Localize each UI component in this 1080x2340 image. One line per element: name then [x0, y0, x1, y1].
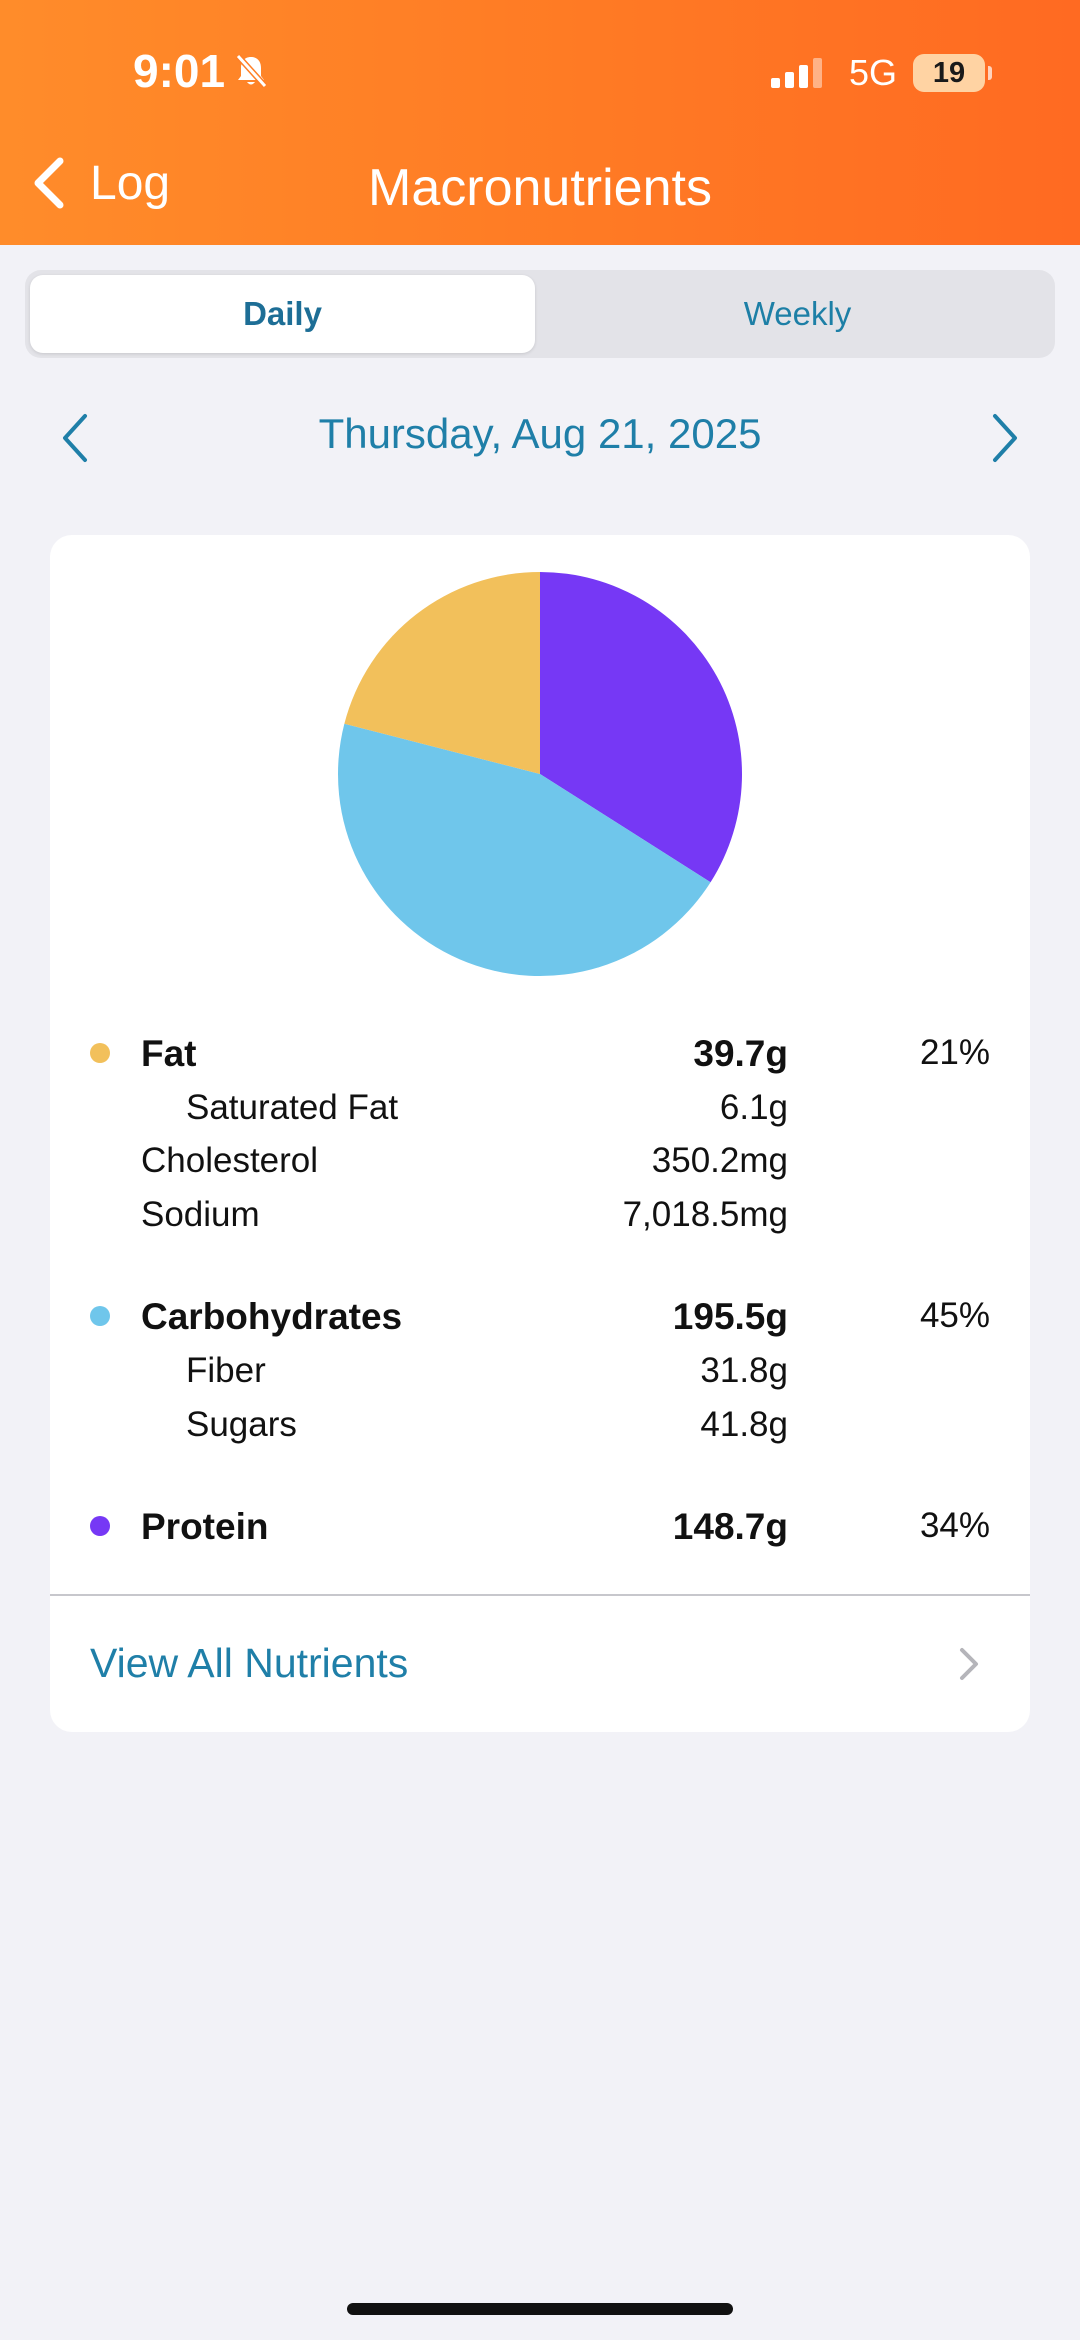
date-navigator: Thursday, Aug 21, 2025 — [0, 400, 1080, 475]
fiber-value: 31.8g — [700, 1351, 788, 1390]
date-label: Thursday, Aug 21, 2025 — [318, 410, 762, 457]
sugars-label: Sugars — [186, 1405, 297, 1444]
fat-value: 39.7g — [693, 1033, 788, 1074]
status-time: 9:01 — [133, 44, 271, 98]
saturated-fat-value: 6.1g — [719, 1088, 788, 1127]
sodium-row: Sodium 7,018.5mg — [50, 1189, 1030, 1241]
fiber-row: Fiber 31.8g — [50, 1345, 1030, 1397]
chevron-left-icon — [34, 157, 64, 209]
pie-slice-fat — [344, 572, 540, 774]
back-label: Log — [90, 156, 171, 210]
pie-slice-protein — [540, 572, 742, 883]
card-divider — [50, 1594, 1030, 1596]
battery-icon: 19 — [913, 54, 992, 92]
tab-daily[interactable]: Daily — [30, 275, 535, 353]
saturated-fat-label: Saturated Fat — [186, 1088, 399, 1127]
macronutrient-pie-chart — [338, 572, 742, 976]
period-segmented-control: Daily Weekly — [25, 270, 1055, 358]
next-day-button[interactable] — [985, 410, 1025, 466]
carbohydrates-row: Carbohydrates 195.5g 45% — [50, 1290, 1030, 1342]
previous-day-button[interactable] — [55, 410, 95, 466]
fat-legend-dot — [90, 1043, 110, 1063]
home-indicator[interactable] — [347, 2303, 733, 2315]
protein-value: 148.7g — [672, 1506, 788, 1547]
bell-muted-icon — [235, 53, 268, 89]
back-button[interactable]: Log — [30, 155, 170, 211]
carbohydrates-value: 195.5g — [672, 1296, 788, 1337]
protein-legend-dot — [90, 1516, 110, 1536]
carbohydrates-percent: 45% — [919, 1296, 990, 1335]
tab-weekly[interactable]: Weekly — [743, 295, 852, 332]
macronutrients-card: Fat 39.7g 21% Saturated Fat 6.1g Cholest… — [50, 535, 1030, 1732]
protein-percent: 34% — [919, 1506, 990, 1545]
cholesterol-value: 350.2mg — [651, 1141, 788, 1180]
sugars-value: 41.8g — [700, 1405, 788, 1444]
protein-label: Protein — [141, 1506, 269, 1547]
network-label: 5G — [848, 52, 897, 93]
saturated-fat-row: Saturated Fat 6.1g — [50, 1082, 1030, 1134]
carbohydrates-label: Carbohydrates — [141, 1296, 403, 1337]
status-time-label: 9:01 — [133, 45, 226, 97]
fat-row: Fat 39.7g 21% — [50, 1027, 1030, 1079]
cholesterol-label: Cholesterol — [141, 1141, 319, 1180]
sodium-label: Sodium — [141, 1195, 260, 1234]
chevron-right-icon — [960, 1648, 978, 1680]
fat-percent: 21% — [919, 1033, 990, 1072]
fiber-label: Fiber — [186, 1351, 266, 1390]
carbohydrates-legend-dot — [90, 1306, 110, 1326]
nav-header: 9:01 5G 19 Log Macronutrients — [0, 0, 1080, 245]
signal-icon — [770, 58, 827, 88]
protein-row: Protein 148.7g 34% — [50, 1500, 1030, 1552]
status-indicators: 5G 19 — [770, 52, 992, 94]
fat-label: Fat — [141, 1033, 197, 1074]
view-all-nutrients-label: View All Nutrients — [90, 1640, 409, 1686]
sodium-value: 7,018.5mg — [622, 1195, 788, 1234]
battery-level: 19 — [932, 56, 966, 89]
view-all-nutrients-button[interactable]: View All Nutrients — [50, 1596, 1030, 1732]
cholesterol-row: Cholesterol 350.2mg — [50, 1135, 1030, 1187]
page-title: Macronutrients — [368, 159, 712, 217]
sugars-row: Sugars 41.8g — [50, 1399, 1030, 1451]
pie-slice-carbohydrates — [338, 723, 711, 976]
